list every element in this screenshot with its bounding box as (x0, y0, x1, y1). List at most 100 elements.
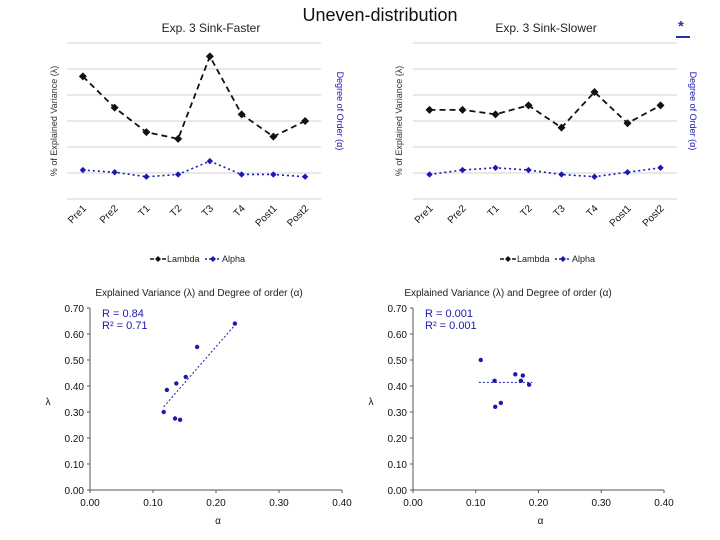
scatter-chart-2-y-tick-label: 0.20 (388, 434, 408, 445)
scatter-chart-2-x-tick-label: 0.20 (529, 498, 549, 509)
line-chart-2-category-label: T4 (585, 203, 601, 219)
scatter-chart-1-point (232, 321, 238, 326)
line-chart-2-point-lambda (491, 110, 500, 119)
scatter-chart-1-y-tick-label: 0.40 (65, 382, 85, 393)
line-chart-2-ylabel: % of Explained Variance (λ) (394, 66, 404, 176)
scatter-chart-1-y-tick-label: 0.20 (65, 434, 85, 445)
line-chart-2-y2label: Degree of Order (α) (688, 72, 698, 151)
line-chart-2-point-lambda (458, 105, 467, 114)
scatter-chart-1-xlabel: α (215, 516, 221, 527)
scatter-chart-1-point (172, 416, 178, 421)
line-chart-1-point-lambda (237, 110, 246, 119)
line-chart-1-point-alpha (174, 171, 182, 178)
scatter-chart-2-y-tick-label: 0.00 (388, 486, 408, 497)
line-chart-2-category-label: Pre2 (446, 203, 469, 226)
line-chart-1-point-alpha (301, 173, 309, 180)
line-chart-1-category-label: Pre2 (98, 203, 121, 226)
line-chart-2-series-lambda-line (429, 90, 661, 129)
line-chart-2-category-label: Pre1 (413, 203, 436, 226)
line-chart-2-legend-label: Lambda (517, 254, 550, 264)
line-chart-2-point-lambda (557, 123, 566, 132)
line-chart-1-point-alpha (111, 169, 118, 176)
scatter-chart-1-point (161, 409, 166, 415)
scatter-chart-1-x-tick-label: 0.30 (269, 498, 289, 509)
line-chart-2-point-alpha (492, 164, 499, 171)
scatter-chart-1-y-tick-label: 0.00 (65, 486, 85, 497)
line-chart-1-point-lambda (78, 72, 87, 81)
line-chart-2-legend-marker (505, 256, 511, 262)
scatter-chart-2-point (492, 378, 497, 383)
line-chart-2-point-lambda (425, 105, 434, 114)
scatter-chart-1-y-tick-label: 0.10 (65, 460, 85, 471)
scatter-chart-1-y-tick-label: 0.60 (65, 330, 85, 341)
corner-underline (676, 36, 690, 38)
scatter-chart-1-trendline (163, 323, 237, 408)
scatter-chart-1-point (183, 374, 188, 380)
line-chart-2-category-label: Post2 (641, 203, 667, 229)
line-chart-1-legend-marker (155, 256, 161, 262)
line-chart-1-point-alpha (270, 171, 277, 178)
scatter-chart-2-point (513, 372, 518, 377)
line-chart-2-category-label: T1 (486, 203, 502, 219)
line-chart-2-point-alpha (624, 169, 631, 176)
line-chart-1-legend-label: Alpha (222, 254, 245, 264)
line-chart-1-category-label: Post1 (254, 203, 280, 229)
scatter-chart-1-y-tick-label: 0.50 (65, 356, 85, 367)
scatter-chart-1-y-tick-label: 0.70 (65, 304, 85, 315)
scatter-chart-1-annotation: R = 0.84 (102, 308, 144, 320)
scatter-chart-2-y-tick-label: 0.60 (388, 330, 408, 341)
line-chart-1-y2label: Degree of Order (α) (335, 72, 345, 151)
line-chart-2-legend-label: Alpha (572, 254, 595, 264)
line-chart-2-point-alpha (591, 173, 598, 180)
line-chart-2-point-alpha (525, 166, 532, 174)
scatter-chart-2-y-tick-label: 0.40 (388, 382, 408, 393)
scatter-chart-1-x-tick-label: 0.00 (80, 498, 100, 509)
line-chart-1-category-label: Post2 (285, 203, 311, 229)
line-chart-2-point-lambda (524, 101, 533, 110)
line-chart-2-series-alpha-line (429, 166, 661, 178)
line-chart-2-point-lambda (623, 119, 632, 128)
scatter-chart-2-y-tick-label: 0.70 (388, 304, 408, 315)
scatter-chart-2-annotation: R² = 0.001 (425, 320, 477, 332)
line-chart-1-ylabel: % of Explained Variance (λ) (49, 66, 59, 176)
line-chart-1-series-alpha-line (82, 160, 306, 178)
corner-mark: * (678, 18, 684, 35)
line-chart-1-point-lambda (142, 128, 151, 137)
line-chart-1-category-label: Pre1 (66, 203, 89, 226)
scatter-chart-1-point (177, 417, 183, 422)
line-chart-1-point-lambda (301, 117, 310, 125)
line-chart-1-point-alpha (206, 157, 214, 165)
line-chart-2-point-alpha (426, 171, 433, 178)
scatter-chart-2-x-tick-label: 0.00 (403, 498, 423, 509)
line-chart-1-point-lambda (269, 132, 278, 141)
line-chart-2-legend-marker (560, 256, 566, 262)
line-chart-2-title: Exp. 3 Sink-Slower (495, 21, 596, 35)
scatter-chart-2-title: Explained Variance (λ) and Degree of ord… (404, 288, 611, 299)
scatter-chart-1-title: Explained Variance (λ) and Degree of ord… (95, 288, 302, 299)
scatter-chart-1-y-tick-label: 0.30 (65, 408, 85, 419)
line-chart-2-point-lambda (590, 88, 599, 97)
line-chart-1-category-label: T4 (232, 203, 248, 219)
line-chart-1-series-lambda-line (82, 54, 306, 140)
line-chart-1-title: Exp. 3 Sink-Faster (162, 21, 261, 35)
scatter-chart-1-x-tick-label: 0.20 (206, 498, 226, 509)
scatter-chart-2-y-tick-label: 0.50 (388, 356, 408, 367)
line-chart-1-category-label: T3 (200, 203, 216, 219)
line-chart-2-point-alpha (657, 164, 664, 171)
scatter-chart-2-point (478, 357, 483, 363)
scatter-chart-1-point (164, 387, 170, 393)
scatter-chart-2-x-tick-label: 0.10 (466, 498, 486, 509)
scatter-chart-1-x-tick-label: 0.40 (332, 498, 352, 509)
line-chart-1-point-alpha (238, 171, 245, 178)
slide-title: Uneven-distribution (302, 5, 458, 25)
line-chart-1-category-label: T1 (136, 203, 152, 219)
scatter-chart-1-ylabel: λ (46, 397, 51, 408)
scatter-chart-2-x-tick-label: 0.30 (592, 498, 612, 509)
scatter-chart-2-xlabel: α (538, 516, 544, 527)
scatter-chart-2-point (493, 404, 498, 409)
scatter-chart-2-y-tick-label: 0.30 (388, 408, 408, 419)
scatter-chart-2-annotation: R = 0.001 (425, 308, 473, 320)
line-chart-1-point-lambda (110, 103, 119, 112)
line-chart-2-category-label: T3 (552, 203, 568, 219)
